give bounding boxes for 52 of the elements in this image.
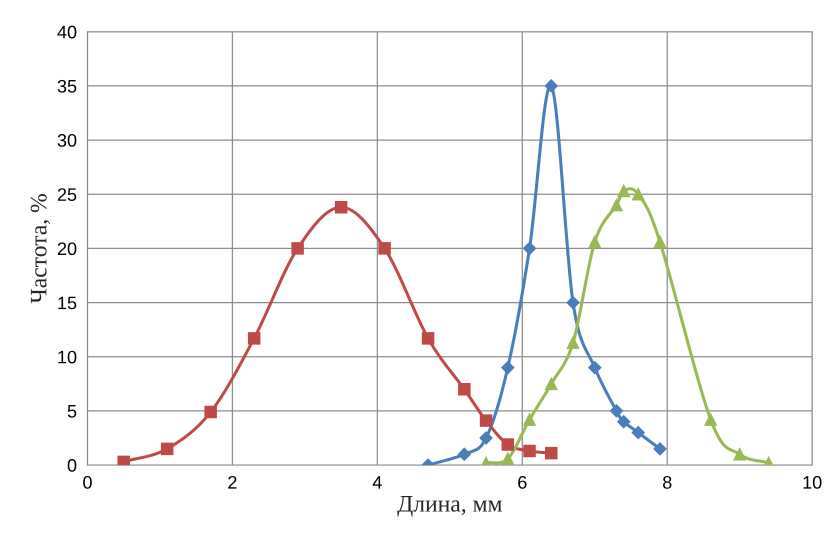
x-tick-label: 0 [83,476,92,489]
y-tick-label: 25 [58,188,76,201]
point [545,378,558,390]
point [566,296,580,310]
point [544,79,558,93]
point [334,201,348,214]
y-axis-title: Частота, % [30,194,50,304]
point [480,414,492,427]
point [610,198,623,212]
point [588,236,602,248]
point [117,456,130,466]
point [618,184,630,198]
point [458,383,471,396]
point [523,444,536,458]
point [502,452,514,465]
y-tick-label: 10 [58,350,76,364]
y-tick-label: 40 [57,26,76,38]
point [704,413,717,426]
y-tick-label: 0 [68,459,76,472]
x-tick-label: 4 [372,476,382,489]
point [160,442,174,456]
x-axis-title: Длина, мм [397,496,502,517]
point [522,242,536,256]
point [733,448,746,461]
point [545,446,558,460]
point [248,332,260,345]
x-tick-label: 8 [662,476,672,489]
point [458,448,471,461]
point [479,431,493,445]
point [501,361,514,374]
point [588,361,602,374]
point [654,236,666,248]
x-tick-label: 2 [228,476,237,489]
point [632,188,644,201]
point [291,242,304,255]
point [422,332,434,345]
y-tick-label: 20 [58,242,76,256]
point [523,413,536,426]
y-tick-label: 35 [58,80,76,93]
y-tick-label: 30 [58,134,76,147]
point [632,426,645,440]
x-tick-label: 6 [518,476,527,489]
point [653,442,667,456]
point [378,242,391,255]
y-tick-label: 5 [68,405,76,418]
point [617,415,630,428]
point [610,404,624,418]
point [502,438,514,451]
x-tick-label: 10 [804,476,822,489]
y-tick-label: 15 [58,296,76,310]
point [566,336,580,349]
point [204,406,217,418]
